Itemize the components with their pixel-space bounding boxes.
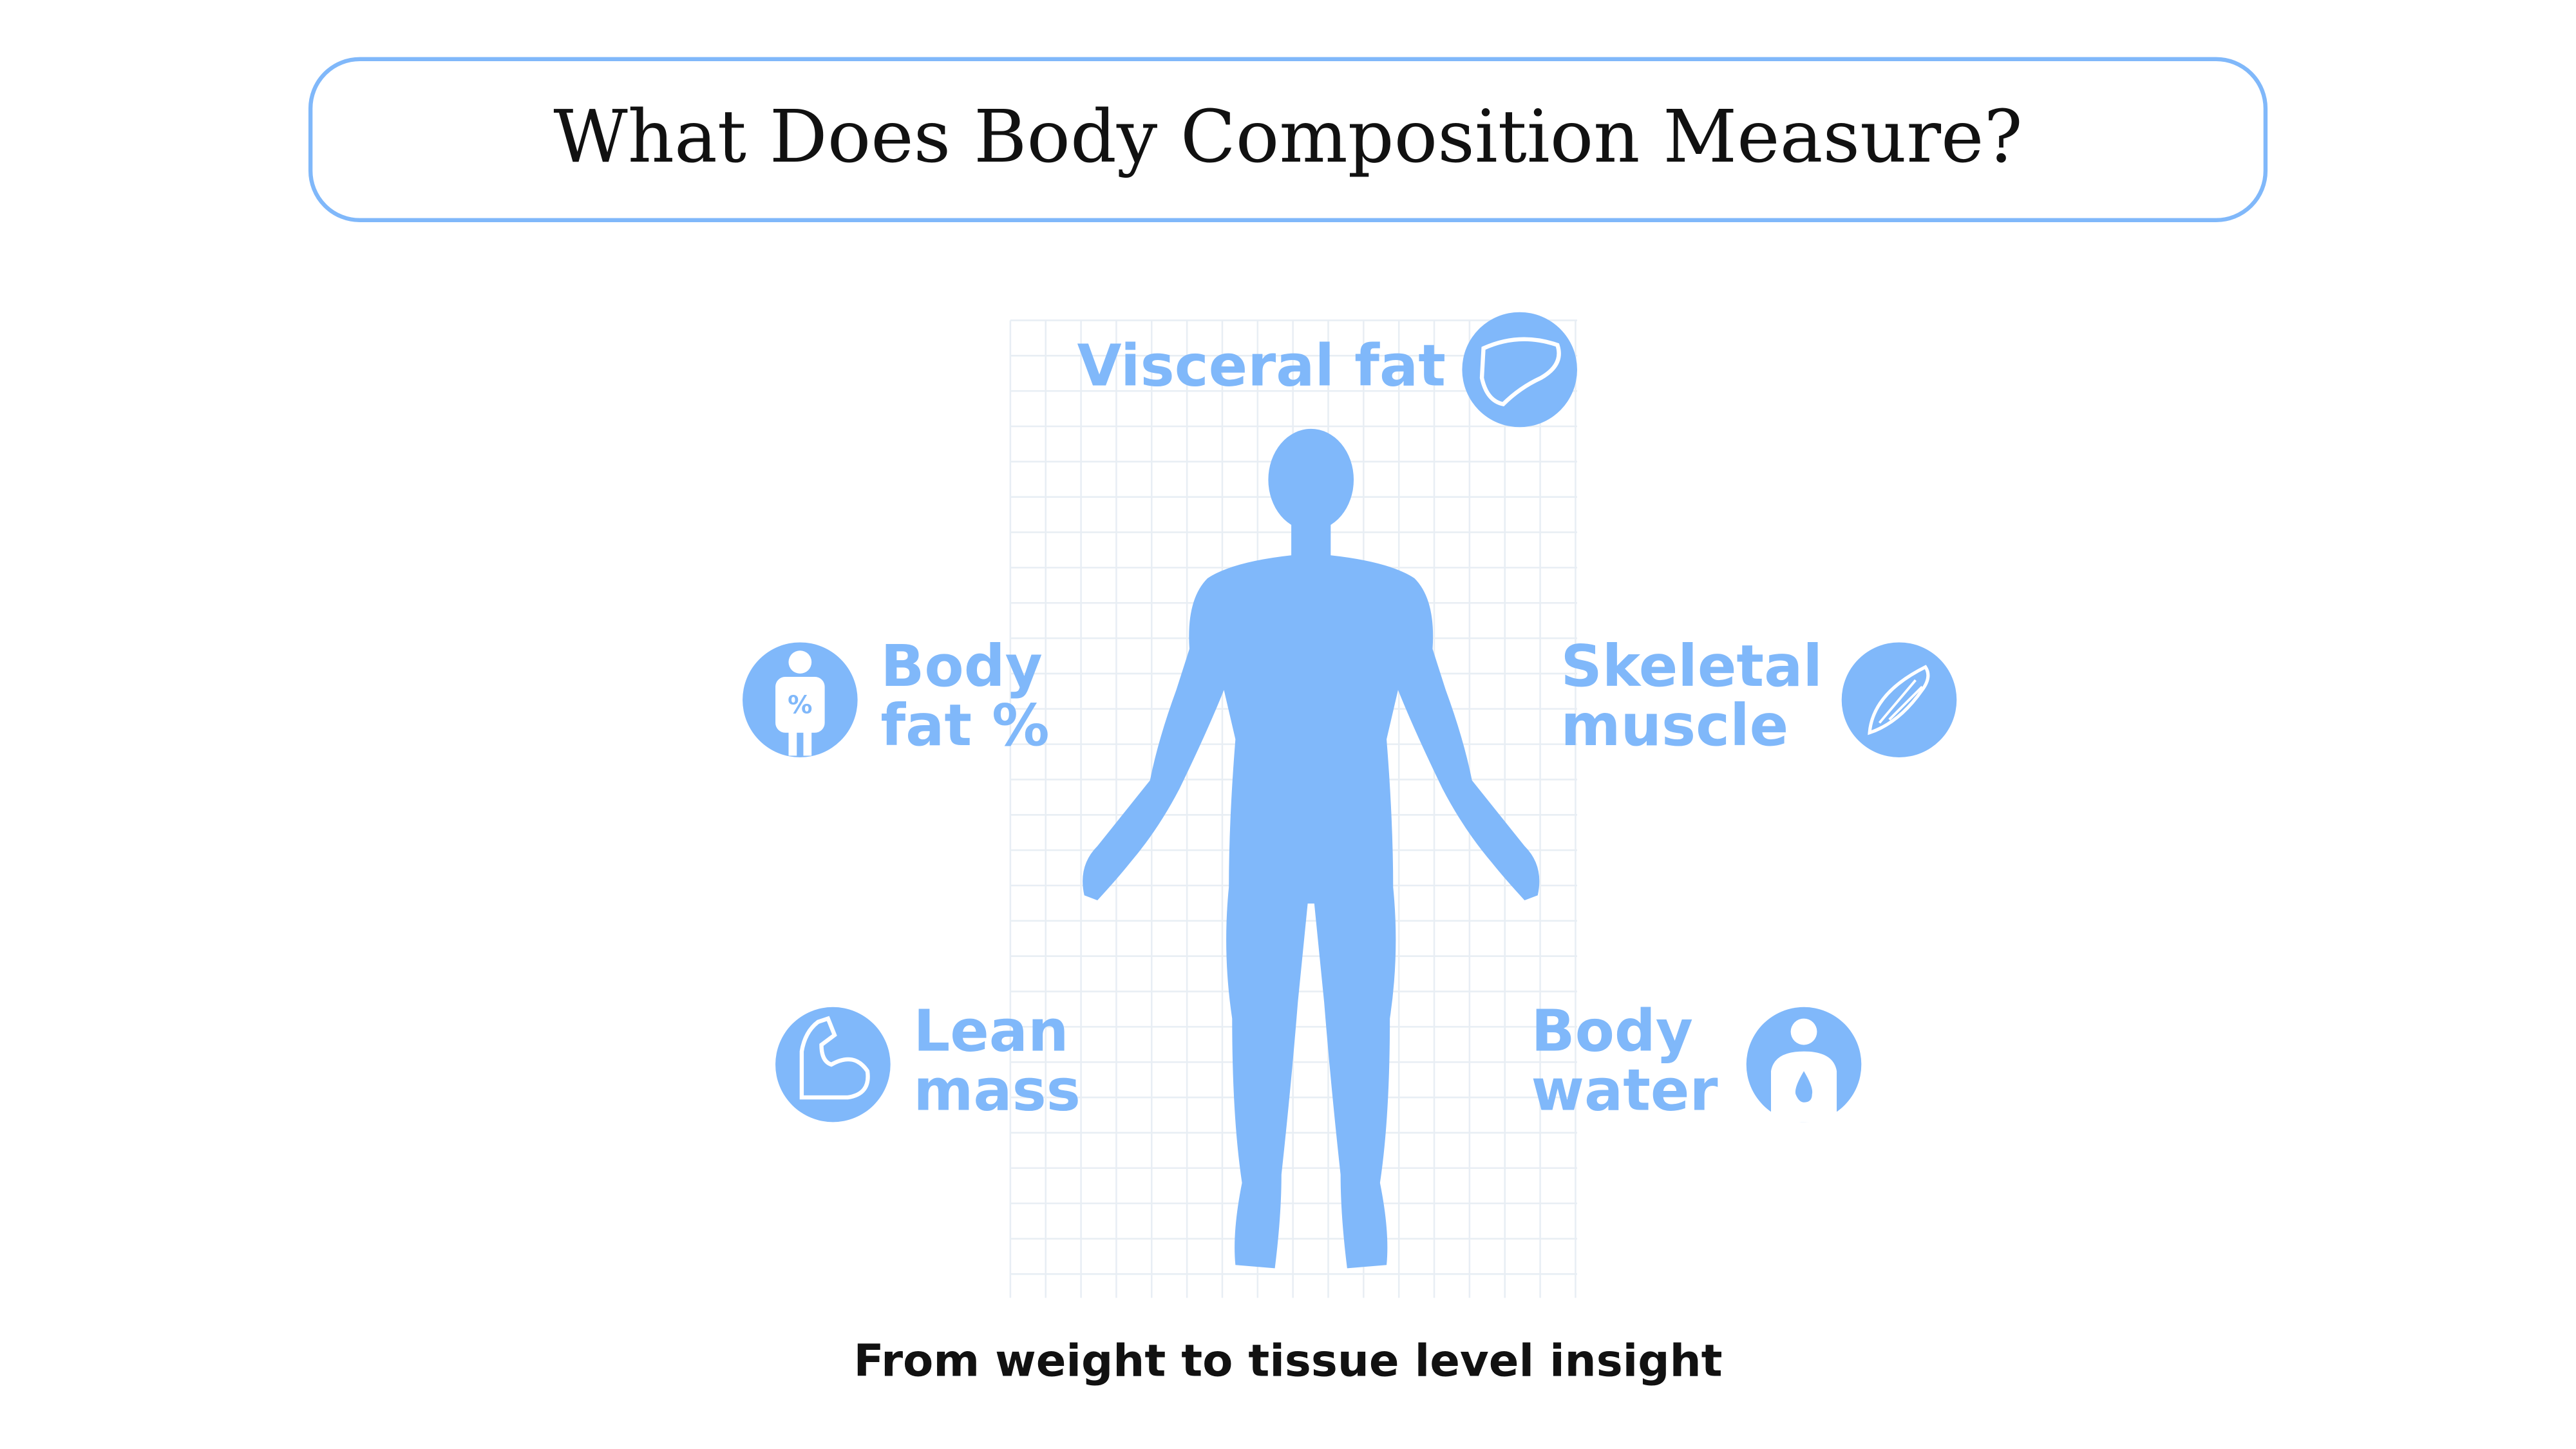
item-label: mass	[913, 1057, 1081, 1124]
body-fat-icon: %	[743, 642, 858, 758]
item-label: water	[1531, 1057, 1718, 1124]
item-label: fat %	[880, 692, 1049, 759]
muscle-icon	[1841, 642, 1957, 758]
title: What Does Body Composition Measure?	[553, 95, 2022, 179]
item-label: Body	[1531, 998, 1693, 1065]
caption: From weight to tissue level insight	[853, 1335, 1722, 1387]
body-silhouette	[1083, 428, 1540, 1269]
arm-icon	[775, 1007, 891, 1122]
item-label: Lean	[913, 998, 1068, 1065]
svg-text:%: %	[788, 690, 812, 719]
item-label: Skeletal	[1560, 633, 1822, 700]
liver-icon	[1462, 312, 1577, 428]
water-icon	[1746, 1007, 1862, 1122]
item-label: muscle	[1560, 692, 1788, 759]
item-label: Visceral fat	[1077, 332, 1446, 399]
item-label: Body	[880, 633, 1042, 700]
title-box	[308, 57, 2268, 223]
